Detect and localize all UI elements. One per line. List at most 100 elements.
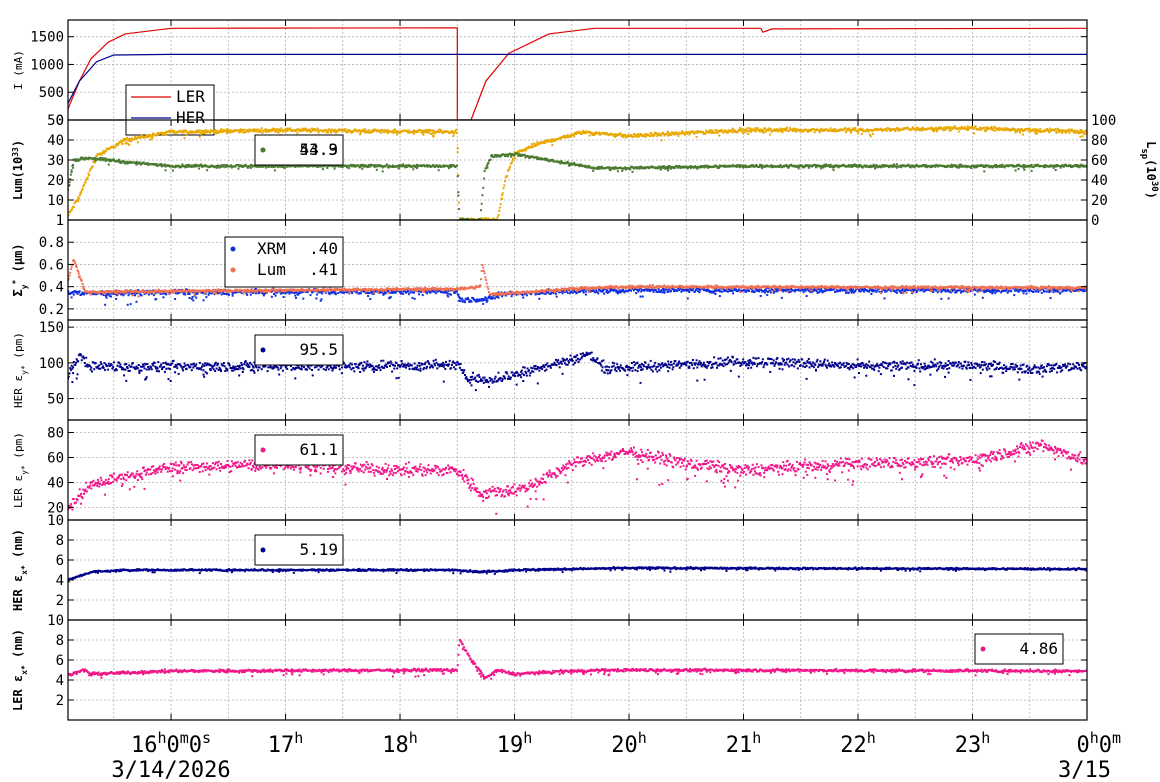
data-point-outlier [136, 141, 139, 144]
data-point-outlier [1013, 294, 1016, 297]
data-point-outlier [976, 290, 979, 293]
data-point [1054, 289, 1056, 292]
data-point [564, 136, 567, 139]
data-point [535, 156, 538, 158]
data-point [144, 136, 147, 139]
data-point [955, 291, 958, 294]
data-point [78, 275, 81, 278]
data-point [844, 131, 847, 134]
data-point [906, 126, 909, 129]
data-point [775, 288, 778, 291]
data-point [972, 127, 975, 130]
data-point [982, 289, 985, 292]
data-point [981, 164, 984, 167]
data-point [83, 293, 85, 296]
data-point [581, 131, 584, 134]
data-point [186, 288, 189, 291]
data-point [120, 140, 123, 143]
data-point [422, 129, 425, 132]
data-point [598, 167, 600, 170]
data-point [596, 167, 599, 170]
data-point [183, 164, 186, 167]
data-point [679, 287, 682, 290]
data-point [621, 135, 624, 138]
data-point [357, 164, 360, 167]
data-point [710, 131, 713, 134]
data-point-outlier [202, 299, 205, 302]
data-point-outlier [639, 295, 642, 298]
data-point [1004, 127, 1007, 130]
data-point [612, 166, 615, 169]
data-point [1076, 165, 1079, 168]
data-point [185, 130, 188, 133]
data-point [354, 164, 356, 167]
data-point [700, 165, 702, 167]
data-point [724, 129, 726, 132]
data-point [1064, 131, 1067, 134]
data-point [948, 129, 951, 132]
data-point [573, 133, 576, 135]
data-point [259, 129, 262, 131]
data-point [820, 164, 823, 167]
data-point [993, 125, 996, 128]
data-point [1043, 166, 1045, 169]
data-point [598, 288, 601, 291]
data-point-outlier [759, 295, 762, 297]
data-point [847, 128, 850, 131]
data-point [1000, 291, 1003, 294]
text-span: 33 [11, 147, 20, 157]
data-point [119, 160, 122, 163]
data-point [112, 158, 115, 161]
data-point-outlier [991, 292, 994, 295]
data-point [77, 272, 80, 275]
data-point [249, 290, 252, 293]
data-point [934, 128, 937, 131]
data-point [597, 165, 600, 168]
data-point [83, 287, 85, 290]
data-point [895, 289, 898, 292]
data-point [960, 290, 963, 293]
data-point [599, 133, 602, 136]
data-point [911, 288, 914, 291]
data-point [74, 262, 77, 265]
data-point [499, 203, 502, 206]
data-point [889, 130, 892, 132]
data-point [351, 292, 354, 295]
data-point [378, 164, 381, 167]
data-point-outlier [883, 297, 886, 300]
data-point [416, 165, 419, 168]
data-point [484, 296, 487, 299]
data-point [115, 292, 118, 294]
data-point [98, 158, 101, 161]
data-point [306, 291, 309, 294]
data-point [549, 292, 552, 295]
data-point [895, 163, 898, 166]
data-point-outlier [868, 133, 871, 136]
data-point [829, 163, 832, 166]
data-point-outlier [450, 293, 453, 296]
data-point [188, 132, 191, 135]
data-point [505, 153, 508, 156]
data-point-outlier [276, 129, 279, 132]
data-point-outlier [149, 138, 152, 141]
data-point [249, 165, 252, 168]
data-point [942, 287, 945, 290]
data-point [540, 157, 543, 160]
data-point [875, 164, 878, 166]
data-point-outlier [274, 294, 277, 297]
data-point [399, 132, 402, 135]
data-point [637, 166, 640, 169]
data-point [1072, 131, 1075, 134]
data-point [158, 288, 160, 291]
data-point [1035, 290, 1037, 293]
data-point [238, 290, 241, 292]
data-point [739, 164, 742, 166]
data-point [689, 165, 691, 168]
data-point-outlier [967, 128, 970, 131]
data-point [777, 287, 780, 290]
data-point [87, 172, 90, 175]
data-point [271, 127, 274, 130]
data-point-outlier [225, 132, 228, 135]
data-point [990, 290, 993, 293]
data-point [847, 164, 850, 167]
